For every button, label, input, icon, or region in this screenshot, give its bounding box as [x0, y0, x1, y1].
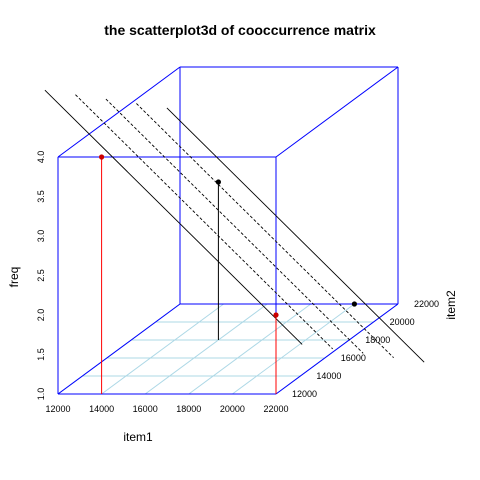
grid-line-x-2 [144, 303, 268, 395]
z-tick-label-2: 2.0 [36, 309, 46, 322]
z-tick-label-4: 3.0 [36, 230, 46, 243]
box-edge-7 [275, 66, 399, 158]
y-tick-label-1: 14000 [316, 371, 341, 381]
plane-line-4 [166, 107, 425, 363]
z-tick-label-5: 3.5 [36, 190, 46, 203]
x-tick-label-0: 12000 [45, 404, 70, 414]
regression-plane [44, 89, 425, 363]
z-tick-label-1: 1.5 [36, 348, 46, 361]
x-tick-label-3: 18000 [176, 404, 201, 414]
data-point-0 [99, 154, 105, 160]
z-tick-label-3: 2.5 [36, 269, 46, 282]
y-tick-label-3: 18000 [365, 335, 390, 345]
y-tick-label-0: 12000 [292, 389, 317, 399]
y-tick-label-4: 20000 [390, 317, 415, 327]
plane-line-0 [44, 89, 303, 345]
y-tick-label-2: 16000 [341, 353, 366, 363]
data-point-2 [273, 312, 279, 318]
plot-box [57, 66, 399, 395]
tick-labels: 12000 14000 16000 18000 20000 220001200014000… [36, 151, 439, 414]
data-point-1 [215, 179, 221, 185]
grid-line-x-1 [101, 303, 224, 395]
x-tick-label-4: 20000 [220, 404, 245, 414]
plane-line-3 [136, 103, 394, 359]
grid-line-x-3 [188, 303, 312, 395]
point-stems [101, 157, 277, 394]
x-axis-label: item1 [123, 430, 153, 444]
y-tick-label-5: 22000 [414, 299, 439, 309]
grid-line-x-4 [232, 303, 355, 395]
floor-grid [57, 303, 399, 395]
x-tick-label-2: 16000 [133, 404, 158, 414]
z-tick-label-0: 1.0 [36, 388, 46, 401]
box-edge-5 [57, 66, 181, 158]
box-edge-3 [275, 303, 399, 395]
data-points [99, 154, 357, 318]
x-tick-label-5: 22000 [263, 404, 288, 414]
z-axis-label: freq [7, 267, 21, 288]
chart-title: the scatterplot3d of cooccurrence matrix [104, 22, 376, 38]
y-axis-label: item2 [444, 290, 458, 320]
plane-line-2 [105, 98, 364, 354]
z-tick-label-6: 4.0 [36, 151, 46, 164]
plane-line-1 [75, 94, 333, 350]
x-tick-label-1: 14000 [89, 404, 114, 414]
data-point-3 [351, 301, 357, 307]
box-edge-1 [57, 303, 181, 395]
